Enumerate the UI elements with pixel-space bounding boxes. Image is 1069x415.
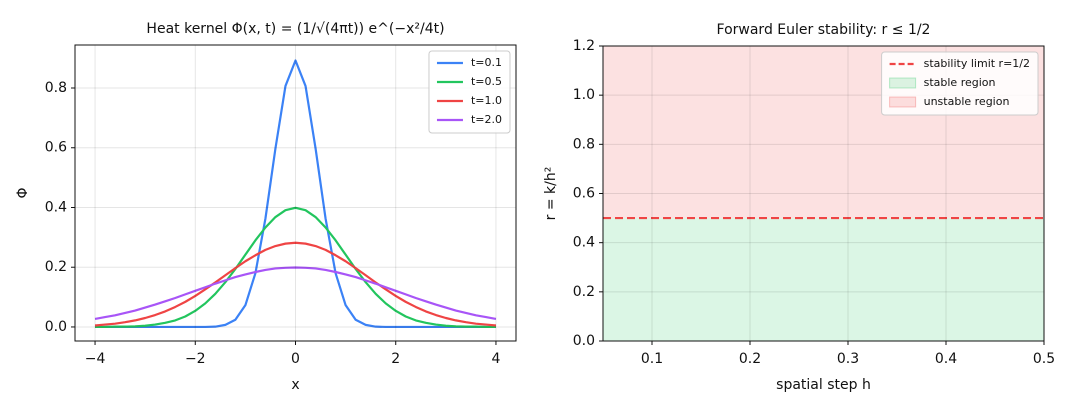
legend-label: t=0.1 <box>471 56 502 69</box>
line <box>95 206 496 329</box>
y-tick-label: 0.0 <box>573 333 595 349</box>
legend-label: t=0.5 <box>471 75 502 88</box>
axes-frame <box>74 44 517 342</box>
subplot: 0.1 0.2 0.3 0.4 0.5 0.0 0.2 0.4 0.6 0.8 1.0 1.2 Forw… <box>543 22 1055 393</box>
legend-box <box>881 51 1039 116</box>
region <box>603 218 1044 341</box>
legend-swatch <box>889 77 917 89</box>
legend-swatch <box>889 96 917 108</box>
legend-label: unstable region <box>924 95 1010 108</box>
y-tick-label: 0.0 <box>45 319 67 335</box>
x-tick-label: 2 <box>391 351 400 367</box>
y-tick-label: 0.8 <box>45 80 67 96</box>
legend-box <box>428 50 511 134</box>
x-tick-label: 0.5 <box>1033 351 1055 367</box>
x-tick-label: 0.2 <box>739 351 761 367</box>
y-tick-label: 0.6 <box>45 140 67 156</box>
y-tick-label: 0.4 <box>573 235 595 251</box>
x-tick-label: 0.3 <box>837 351 859 367</box>
y-axis-label: Φ <box>15 187 31 198</box>
legend-label: stable region <box>924 76 996 89</box>
x-tick-label: 4 <box>491 351 500 367</box>
x-tick-label: 0 <box>291 351 300 367</box>
axes-frame <box>602 45 1045 342</box>
legend-label: stability limit r=1/2 <box>924 57 1030 70</box>
y-tick-label: 1.2 <box>573 38 595 54</box>
line <box>94 266 497 320</box>
chart-title: Forward Euler stability: r ≤ 1/2 <box>717 22 931 38</box>
y-axis-label: r = k/h² <box>543 167 559 221</box>
x-tick-label: 0.1 <box>641 351 663 367</box>
x-tick-label: −2 <box>185 351 206 367</box>
x-tick-label: −4 <box>85 351 106 367</box>
line <box>94 241 497 327</box>
line <box>95 59 496 329</box>
x-axis-label: spatial step h <box>776 377 871 393</box>
legend-label: t=2.0 <box>471 113 502 126</box>
legend-label: t=1.0 <box>471 94 502 107</box>
y-tick-label: 0.2 <box>573 284 595 300</box>
y-tick-label: 0.6 <box>573 186 595 202</box>
plot-area <box>94 59 497 329</box>
y-tick-label: 0.4 <box>45 199 67 215</box>
y-tick-label: 1.0 <box>573 87 595 103</box>
subplot: −4 −2 0 2 4 0.0 0.2 0.4 0.6 0.8 Heat kernel Φ(x, t… <box>15 21 517 393</box>
legend: stability limit r=1/2 stable region unstab… <box>881 51 1039 116</box>
x-axis-label: x <box>291 377 299 393</box>
y-tick-label: 0.8 <box>573 136 595 152</box>
x-tick-label: 0.4 <box>935 351 957 367</box>
y-tick-label: 0.2 <box>45 259 67 275</box>
chart-title: Heat kernel Φ(x, t) = (1/√(4πt)) e^(−x²/… <box>146 21 444 37</box>
legend: t=0.1 t=0.5 t=1.0 t=2.0 <box>428 50 511 134</box>
